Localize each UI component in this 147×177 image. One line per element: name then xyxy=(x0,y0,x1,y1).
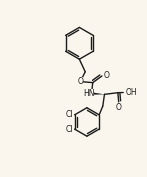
Text: O: O xyxy=(103,71,109,80)
Text: HN: HN xyxy=(83,89,94,98)
Text: OH: OH xyxy=(125,88,137,97)
Text: Cl: Cl xyxy=(65,125,73,134)
Text: O: O xyxy=(116,103,122,112)
Text: Cl: Cl xyxy=(65,110,73,119)
Polygon shape xyxy=(92,92,105,95)
Text: O: O xyxy=(77,77,83,86)
